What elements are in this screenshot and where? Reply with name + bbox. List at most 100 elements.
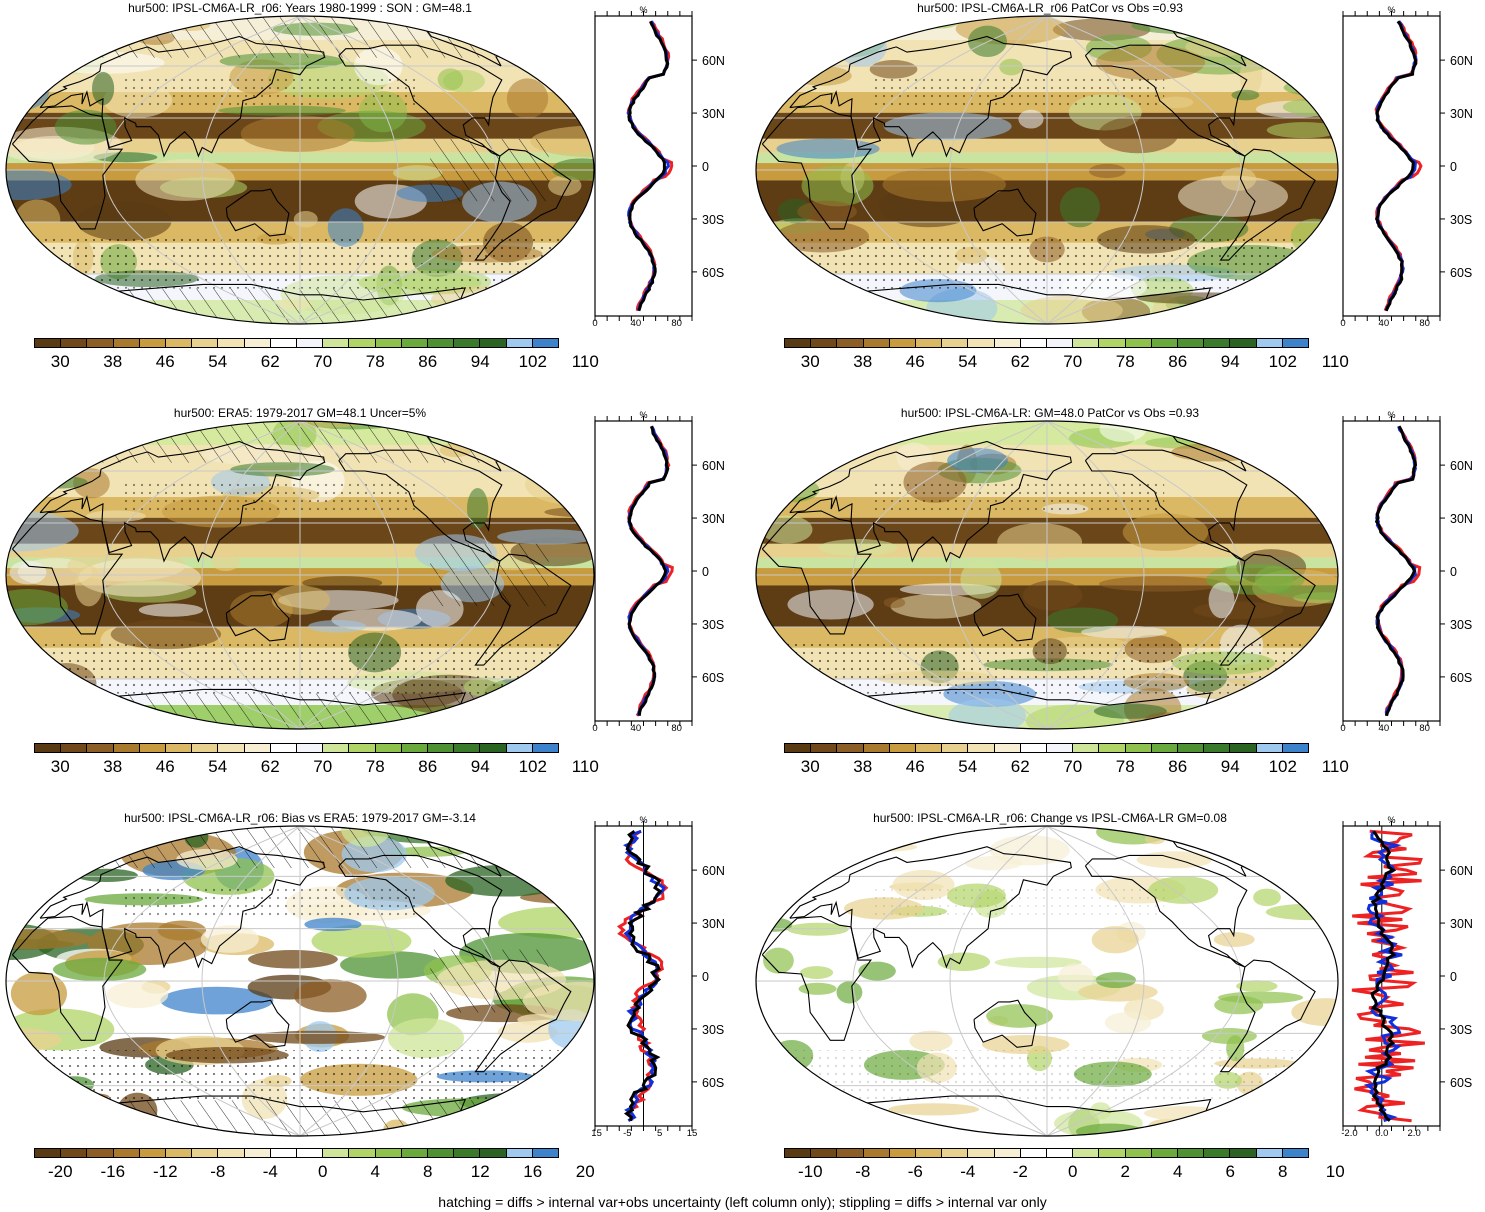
panel-title: hur500: IPSL-CM6A-LR_r06: Years 1980-199… [128, 1, 472, 15]
colorbar-swatch [87, 1149, 114, 1157]
colorbar-swatch [506, 1149, 533, 1157]
profile-units: % [639, 5, 647, 15]
bias-blob [500, 826, 594, 838]
colorbar-swatch [1151, 1149, 1179, 1157]
colorbar-swatch [1204, 744, 1231, 752]
colorbar-swatch [1256, 339, 1283, 347]
rh-anomaly-blob [1238, 438, 1321, 454]
bias-blob [20, 826, 48, 872]
change-blob [909, 1030, 953, 1052]
lat-label: 30S [702, 213, 724, 227]
change-blob [1058, 963, 1094, 992]
coastline-antarctica [865, 688, 1212, 711]
colorbar-label: 102 [1268, 757, 1297, 776]
colorbar-label: 38 [853, 757, 873, 776]
rh-anomaly-blob [76, 201, 172, 241]
coastline-n_america [338, 854, 503, 968]
zonal-mean-profile: % 60N 30N 0 30S 60S -15 -5 5 15 [592, 815, 725, 1136]
colorbar-swatch [916, 744, 943, 752]
colorbar-swatch [270, 1149, 298, 1157]
lat-label: 60S [702, 1076, 724, 1090]
change-blob [1245, 1096, 1292, 1107]
rh-anomaly-blob [883, 112, 1012, 141]
profile-line-black [1370, 830, 1397, 1122]
rh-anomaly-blob [230, 462, 335, 477]
rh-anomaly-blob [1266, 122, 1338, 139]
colorbar-label: 62 [260, 757, 280, 776]
colorbar-swatch [532, 744, 559, 752]
rh-anomaly-blob [138, 603, 204, 617]
graticule-lon [103, 16, 301, 324]
colorbar-swatch [532, 339, 559, 347]
colorbar-swatch [218, 1149, 245, 1157]
colorbar-swatch [270, 339, 298, 347]
change-blob [1236, 980, 1278, 993]
colorbar-swatch [35, 339, 62, 347]
graticule-lon [1046, 16, 1242, 324]
rh-anomaly-blob [327, 208, 364, 247]
map-border [755, 15, 1339, 325]
profile-tick-label: 40 [631, 318, 642, 326]
lat-label: 30S [1450, 618, 1472, 632]
colorbar-swatch [1073, 339, 1100, 347]
lat-label: 30S [1450, 213, 1472, 227]
coastline-europe_asia [789, 440, 1072, 563]
colorbar-label: 54 [208, 757, 228, 776]
change-blob [1214, 831, 1250, 848]
bias-blob [52, 957, 147, 982]
bias-blob [200, 925, 259, 953]
bias-blob [498, 906, 594, 939]
colorbar-swatch [270, 744, 298, 752]
rh-anomaly-blob [756, 278, 848, 314]
profile-line-black [1374, 20, 1418, 312]
bias-blob [6, 1088, 50, 1125]
colorbar-label: -10 [797, 1162, 823, 1181]
colorbar [784, 1148, 1309, 1158]
colorbar-label: 70 [313, 352, 333, 371]
stippling [122, 886, 419, 919]
graticule-lon [201, 16, 301, 324]
rh-anomaly-blob [882, 167, 1006, 202]
change-blob [1078, 982, 1158, 1002]
rh-anomaly-blob [1088, 163, 1126, 179]
colorbar-swatch [1125, 1149, 1152, 1157]
colorbar-swatch [323, 339, 350, 347]
graticule-lon [949, 16, 1048, 324]
colorbar-swatch [1073, 1149, 1100, 1157]
profile-frame [594, 15, 693, 317]
colorbar-label: 54 [958, 757, 978, 776]
graticule-lon [299, 826, 399, 1136]
panel-2: hur500: IPSL-CM6A-LR_r06 PatCor vs Obs =… [750, 0, 1485, 395]
rh-anomaly-blob [218, 105, 346, 116]
rh-anomaly-blob [526, 421, 594, 459]
colorbar-swatch [349, 744, 376, 752]
lat-label: 30N [1450, 917, 1473, 931]
lat-label: 0 [702, 970, 709, 984]
profile-line-black [627, 425, 670, 716]
colorbar-swatch [454, 744, 481, 752]
map-border [755, 420, 1339, 730]
colorbar-label: 4 [1173, 1162, 1183, 1181]
colorbar-swatch [889, 744, 917, 752]
colorbar-swatch [916, 1149, 943, 1157]
rh-anomaly-blob [211, 553, 240, 571]
change-blob [787, 922, 849, 936]
profile-frame [594, 420, 693, 722]
bias-blob [77, 848, 107, 860]
robinson-map [755, 15, 1339, 325]
colorbar-swatch [454, 339, 481, 347]
graticule-lon [1046, 16, 1145, 324]
rh-anomaly-blob [1099, 576, 1225, 592]
change-blob [986, 1004, 1053, 1028]
colorbar-label: 46 [905, 352, 925, 371]
colorbar-swatch [244, 1149, 271, 1157]
change-blob [981, 1035, 1070, 1055]
lat-label: 0 [1450, 160, 1457, 174]
rh-anomaly-blob [6, 169, 72, 201]
coastline-europe_asia [39, 440, 326, 563]
stippling [122, 76, 419, 108]
lat-label: 30S [702, 618, 724, 632]
colorbar-swatch [1125, 339, 1152, 347]
colorbar-swatch [1282, 1149, 1309, 1157]
colorbar-swatch [323, 1149, 350, 1157]
